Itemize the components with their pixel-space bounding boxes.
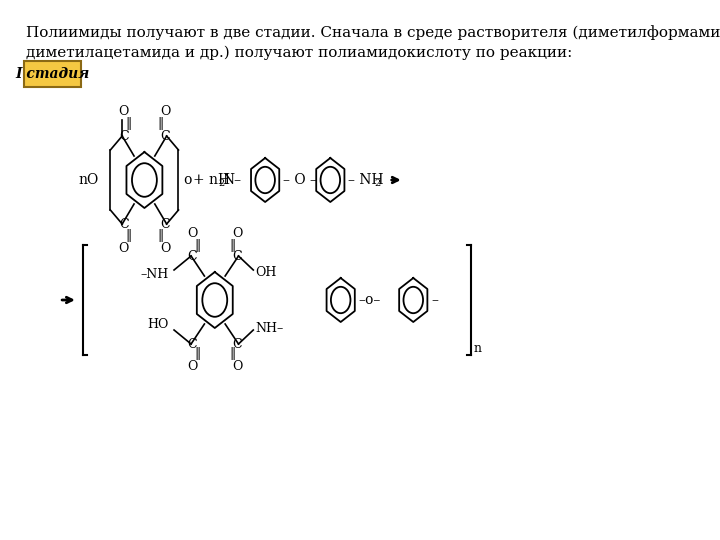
Text: Полиимиды получают в две стадии. Сначала в среде растворителя (диметилформамида,: Полиимиды получают в две стадии. Сначала… xyxy=(26,25,720,60)
Text: C: C xyxy=(188,249,197,262)
Text: ‖: ‖ xyxy=(125,228,131,241)
Text: C: C xyxy=(232,249,242,262)
Text: C: C xyxy=(161,218,170,231)
Text: – O –: – O – xyxy=(283,173,317,187)
Text: C: C xyxy=(161,130,170,143)
Text: ‖: ‖ xyxy=(230,240,235,253)
Text: ‖: ‖ xyxy=(125,118,131,131)
Text: –: – xyxy=(431,293,438,307)
Text: C: C xyxy=(188,338,197,350)
Text: C: C xyxy=(119,130,128,143)
Text: ‖: ‖ xyxy=(158,118,164,131)
Text: ‖: ‖ xyxy=(230,347,235,360)
Text: –o–: –o– xyxy=(359,293,381,307)
Text: nO: nO xyxy=(78,173,99,187)
Text: O: O xyxy=(232,360,242,373)
Text: o: o xyxy=(183,173,192,187)
Text: ‖: ‖ xyxy=(158,228,164,241)
Text: 2: 2 xyxy=(374,179,380,187)
Text: O: O xyxy=(187,360,198,373)
Text: I стадия: I стадия xyxy=(15,67,90,81)
Text: C: C xyxy=(119,218,128,231)
FancyBboxPatch shape xyxy=(24,61,81,87)
Text: NH–: NH– xyxy=(256,321,284,334)
Text: –NH: –NH xyxy=(140,268,169,281)
Text: N–: N– xyxy=(222,173,241,187)
Text: HO: HO xyxy=(148,319,169,332)
Text: 2: 2 xyxy=(218,179,225,187)
Text: O: O xyxy=(160,242,171,255)
Text: ‖: ‖ xyxy=(194,347,200,360)
Text: n: n xyxy=(474,342,482,355)
Text: ‖: ‖ xyxy=(194,240,200,253)
Text: O: O xyxy=(232,227,242,240)
Text: O: O xyxy=(187,227,198,240)
Text: – NH: – NH xyxy=(348,173,384,187)
Text: O: O xyxy=(119,242,129,255)
Text: C: C xyxy=(232,338,242,350)
Text: O: O xyxy=(119,105,129,118)
Text: + nH: + nH xyxy=(192,173,230,187)
Text: O: O xyxy=(160,105,171,118)
Text: OH: OH xyxy=(256,266,277,279)
